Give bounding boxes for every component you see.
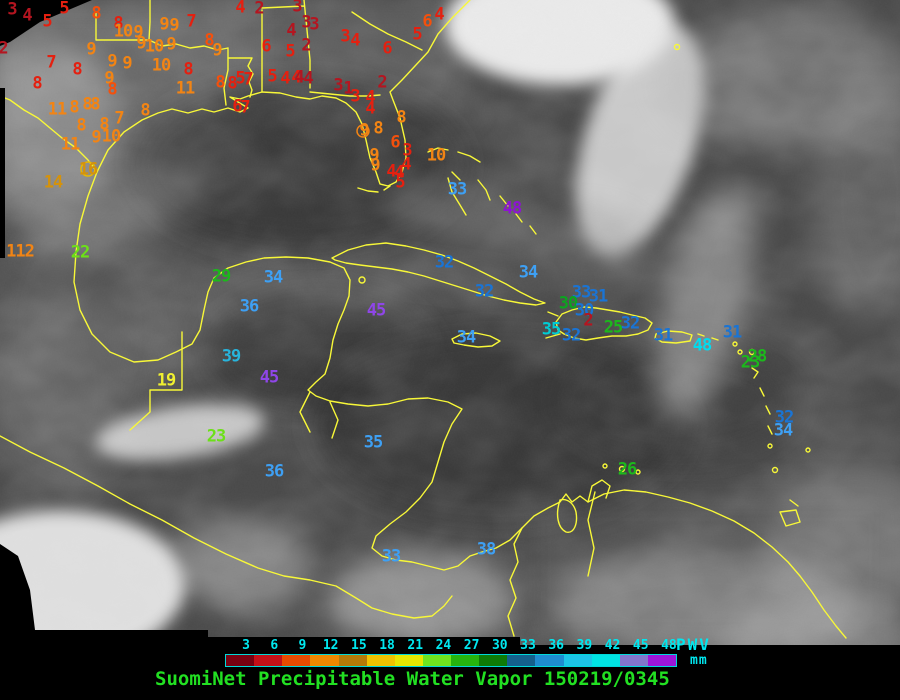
colorbar-tick-labels: 3 6 9 12 15 18 21 24 27 30 33 36 39 42 45 48	[232, 639, 684, 653]
colorbar-tick-label: 24	[435, 638, 452, 653]
colorbar-tick-label: 6	[270, 638, 279, 653]
colorbar-segment	[254, 655, 283, 666]
colorbar-segment	[647, 655, 676, 666]
station-ring	[356, 124, 370, 138]
product-title: SuomiNet Precipitable Water Vapor 150219…	[155, 668, 670, 690]
colorbar-segment	[422, 655, 451, 666]
pwv-colorbar	[225, 654, 677, 667]
colorbar-segment	[451, 655, 480, 666]
pwv-mm-label: mm	[690, 653, 708, 668]
coastlines	[0, 0, 847, 639]
colorbar-tick-label: 15	[351, 638, 367, 653]
colorbar-tick-label: 12	[322, 638, 339, 653]
colorbar-tick-label: 9	[298, 638, 307, 653]
colorbar-segment	[591, 655, 620, 666]
colorbar-tick-label: 39	[576, 638, 593, 653]
pwv-unit-label: PWV	[676, 635, 711, 654]
colorbar-tick-label: 45	[632, 638, 649, 653]
colorbar-segment	[282, 655, 311, 666]
colorbar-tick-label: 48	[661, 638, 677, 653]
colorbar-segment	[619, 655, 648, 666]
colorbar-segment	[226, 655, 255, 666]
colorbar-tick-label: 21	[407, 638, 424, 653]
colorbar-segment	[563, 655, 592, 666]
colorbar-tick-label: 36	[548, 638, 564, 653]
colorbar-tick-label: 27	[463, 638, 480, 653]
colorbar-segment	[507, 655, 536, 666]
colorbar-segment	[394, 655, 423, 666]
colorbar-tick-label: 30	[491, 638, 508, 653]
colorbar-tick-label: 3	[242, 638, 250, 653]
colorbar-tick-label: 33	[520, 638, 536, 653]
colorbar-tick-label: 42	[604, 638, 621, 653]
colorbar-segment	[479, 655, 508, 666]
colorbar-tick-label: 18	[379, 638, 395, 653]
colorbar-segment	[310, 655, 339, 666]
colorbar-segment	[366, 655, 395, 666]
colorbar-segment	[535, 655, 564, 666]
colorbar-segment	[338, 655, 367, 666]
station-ring	[80, 161, 96, 177]
